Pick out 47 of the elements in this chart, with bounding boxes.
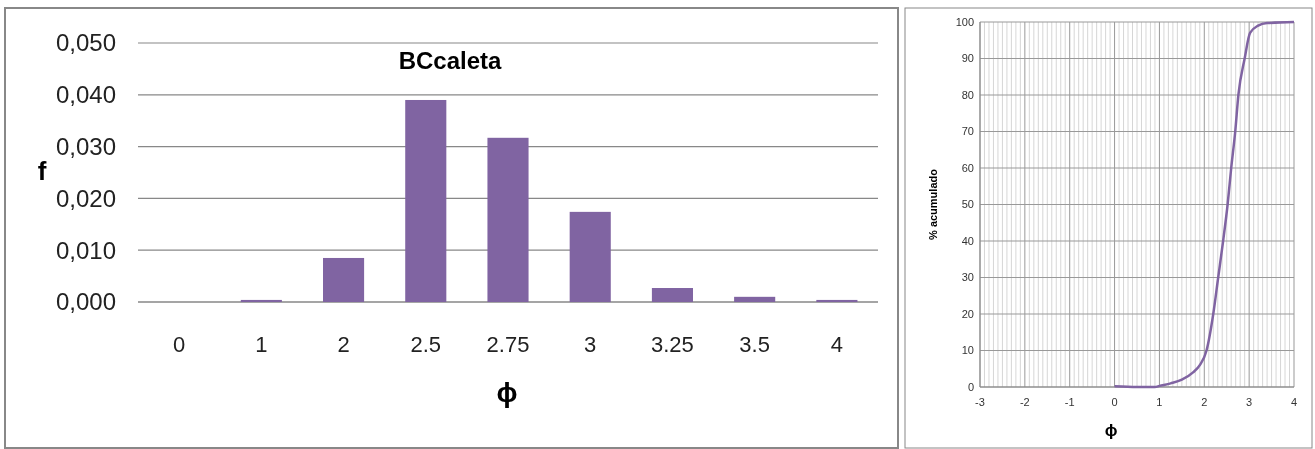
x-tick-label: -1	[1064, 396, 1075, 408]
x-tick-label: 4	[1290, 396, 1298, 408]
y-tick-label: 0,010	[55, 236, 116, 264]
y-tick-label: 100	[955, 15, 974, 28]
y-tick-label: 0,050	[55, 29, 116, 57]
x-tick-label: 1	[255, 332, 268, 357]
y-axis-title: % acumulado	[927, 168, 939, 240]
y-tick-label: 0,030	[55, 133, 116, 160]
bar	[405, 99, 447, 302]
y-tick-label: 0,000	[55, 288, 116, 316]
y-tick-label: 0,040	[55, 81, 116, 109]
x-tick-label: 3	[1246, 396, 1253, 408]
y-tick-label: 0,020	[55, 184, 116, 212]
chart-title: BCcaleta	[398, 47, 503, 74]
x-tick-label: 0	[172, 332, 186, 357]
x-axis-title: ϕ	[496, 377, 518, 408]
y-tick-label: 70	[961, 125, 974, 138]
x-tick-label: 3.5	[739, 332, 770, 357]
x-tick-label: 3	[584, 332, 597, 357]
x-axis-title: ϕ	[1104, 421, 1118, 440]
x-tick-label: 4	[830, 332, 844, 357]
y-tick-label: 40	[961, 234, 974, 247]
x-tick-label: 1	[1156, 396, 1163, 408]
y-tick-label: 50	[961, 198, 974, 211]
x-tick-label: -3	[975, 396, 985, 408]
bar	[569, 211, 611, 302]
x-tick-label: 0	[1111, 396, 1118, 408]
y-axis-title: f	[37, 156, 47, 186]
y-tick-label: 20	[961, 307, 974, 320]
bar	[734, 296, 776, 302]
x-tick-label: 2.5	[410, 332, 442, 357]
bar	[240, 299, 282, 302]
y-tick-label: 30	[961, 271, 974, 284]
x-tick-label: 2	[337, 332, 350, 357]
y-tick-label: 10	[961, 344, 974, 357]
x-tick-label: 2.75	[486, 332, 530, 357]
x-tick-label: 2	[1201, 396, 1208, 408]
bar	[323, 257, 365, 302]
y-tick-label: 60	[961, 161, 974, 174]
y-tick-label: 80	[961, 88, 974, 101]
bar	[816, 299, 858, 302]
bar	[651, 288, 693, 302]
y-tick-label: 0	[967, 380, 974, 393]
x-tick-label: -2	[1019, 396, 1030, 408]
x-tick-label: 3.25	[651, 332, 694, 357]
bar	[487, 137, 529, 302]
y-tick-label: 90	[961, 52, 974, 65]
